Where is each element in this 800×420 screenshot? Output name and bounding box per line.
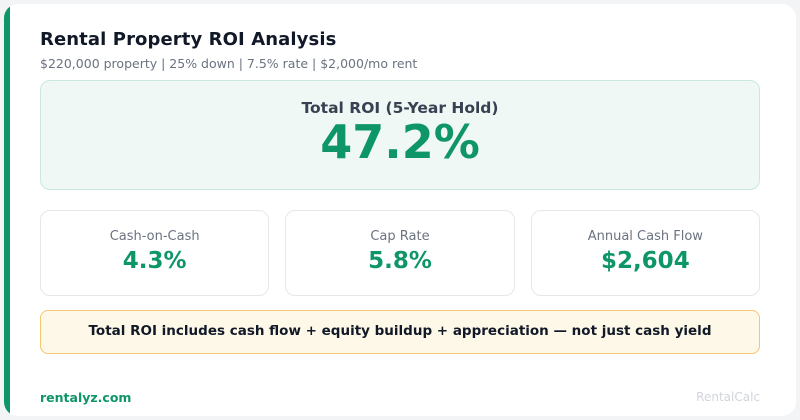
metric-cap-rate: Cap Rate 5.8% <box>285 210 515 296</box>
metric-value: $2,604 <box>600 248 690 274</box>
metric-label: Cash-on-Cash <box>109 229 200 244</box>
metric-value: 5.8% <box>368 248 432 274</box>
metric-label: Cap Rate <box>370 229 430 244</box>
info-banner: Total ROI includes cash flow + equity bu… <box>40 310 760 354</box>
metric-annual-cash-flow: Annual Cash Flow $2,604 <box>530 210 760 296</box>
page-title: Rental Property ROI Analysis <box>40 29 337 50</box>
total-roi-panel: Total ROI (5-Year Hold) 47.2% <box>40 80 760 190</box>
metric-cash-on-cash: Cash-on-Cash 4.3% <box>40 210 270 296</box>
metric-value: 4.3% <box>122 248 187 274</box>
total-roi-value: 47.2% <box>320 115 480 169</box>
footer-app-name: RentalCalc <box>696 390 760 404</box>
footer-brand-link[interactable]: rentalyz.com <box>40 390 132 405</box>
accent-bar <box>4 4 10 416</box>
metric-label: Annual Cash Flow <box>587 229 703 244</box>
total-roi-label: Total ROI (5-Year Hold) <box>301 99 499 117</box>
metrics-row: Cash-on-Cash 4.3% Cap Rate 5.8% Annual C… <box>40 210 760 296</box>
property-summary: $220,000 property | 25% down | 7.5% rate… <box>40 56 418 71</box>
roi-card: Rental Property ROI Analysis $220,000 pr… <box>4 4 796 416</box>
